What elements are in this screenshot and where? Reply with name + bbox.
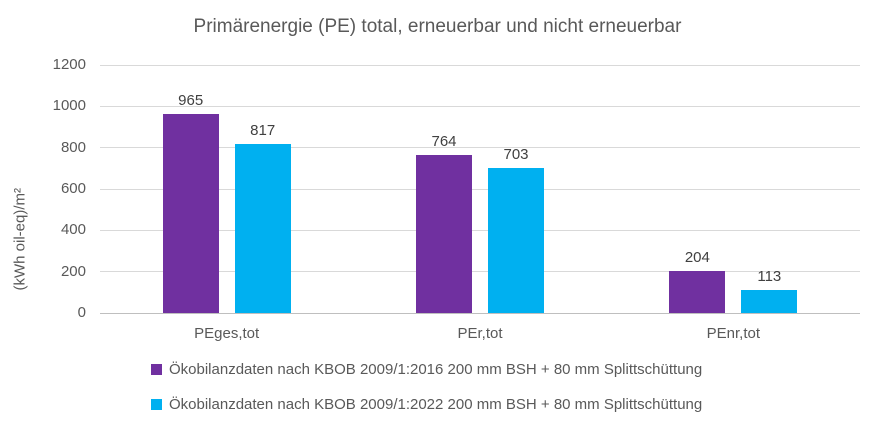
legend-item-kbob-2016: Ökobilanzdaten nach KBOB 2009/1:2016 200… [151, 360, 703, 378]
legend: Ökobilanzdaten nach KBOB 2009/1:2016 200… [151, 360, 703, 413]
y-tick-label: 0 [77, 304, 86, 321]
bar-PEr,tot-series-1 [416, 155, 472, 313]
x-tick-label: PEr,tot [457, 325, 503, 342]
legend-item-kbob-2022: Ökobilanzdaten nach KBOB 2009/1:2022 200… [151, 395, 703, 413]
y-tick-label: 400 [60, 221, 86, 239]
x-tick-label: PEges,tot [194, 325, 260, 342]
bar-PEr,tot-series-2 [488, 167, 544, 313]
y-tick-label: 1200 [52, 56, 86, 73]
legend-label-2016: Ökobilanzdaten nach KBOB 2009/1:2016 200… [169, 360, 703, 378]
data-label: 703 [503, 145, 529, 163]
y-tick-label: 600 [60, 180, 86, 197]
gridline [100, 147, 860, 149]
legend-swatch-2016 [151, 363, 162, 375]
chart-title: Primärenergie (PE) total, erneuerbar und… [193, 16, 682, 37]
y-tick-label: 800 [60, 138, 86, 156]
legend-label-2022: Ökobilanzdaten nach KBOB 2009/1:2022 200… [169, 395, 703, 413]
gridline [100, 229, 860, 231]
bar-PEnr,tot-series-1 [669, 270, 726, 313]
data-label: 965 [178, 91, 204, 109]
bar-PEges,tot-series-2 [234, 144, 291, 313]
x-axis-line [100, 312, 860, 314]
legend-swatch-2022 [151, 398, 162, 410]
gridline [100, 188, 860, 190]
data-label: 764 [431, 133, 457, 151]
gridline [100, 64, 860, 66]
bar-PEnr,tot-series-2 [741, 289, 798, 313]
y-axis-label-text: (kWh oil-eq)/m² [11, 187, 28, 291]
data-label: 113 [757, 267, 782, 285]
y-tick-label: 1000 [52, 97, 86, 115]
data-label: 204 [684, 248, 710, 266]
y-tick-label: 200 [60, 262, 86, 280]
gridline [100, 105, 860, 107]
data-label: 817 [250, 122, 276, 140]
x-tick-label: PEnr,tot [706, 325, 761, 342]
gridline [100, 271, 860, 273]
bar-PEges,tot-series-1 [162, 113, 219, 313]
